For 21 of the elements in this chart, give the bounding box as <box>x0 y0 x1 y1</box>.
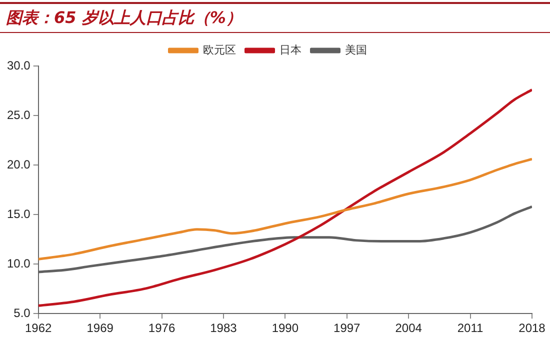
y-tick-label: 10.0 <box>6 256 31 270</box>
x-tick-label: 1976 <box>148 321 176 336</box>
y-tick-label: 20.0 <box>6 157 31 172</box>
y-tick-label: 15.0 <box>6 206 31 221</box>
x-tick-label: 1997 <box>334 321 361 336</box>
line-series <box>38 88 532 307</box>
x-tick-label: 2004 <box>395 321 422 336</box>
x-tick-label: 2011 <box>457 321 484 336</box>
legend-label: 日本 <box>279 44 302 57</box>
line-series <box>38 158 532 260</box>
x-tick-label: 1983 <box>210 321 238 336</box>
legend-label: 欧元区 <box>202 44 236 57</box>
y-tick-label: 30.0 <box>6 58 31 72</box>
y-tick-label: 25.0 <box>6 108 31 122</box>
legend-label: 美国 <box>344 44 367 57</box>
x-tick-label: 1962 <box>25 321 52 336</box>
x-tick-label: 1990 <box>272 321 299 336</box>
x-tick-label: 1969 <box>86 321 114 336</box>
y-tick-label: 5.0 <box>14 306 31 320</box>
x-tick-label: 2018 <box>518 321 546 336</box>
chart-title: 图表：65 岁以上人口占比（%） <box>0 2 550 33</box>
